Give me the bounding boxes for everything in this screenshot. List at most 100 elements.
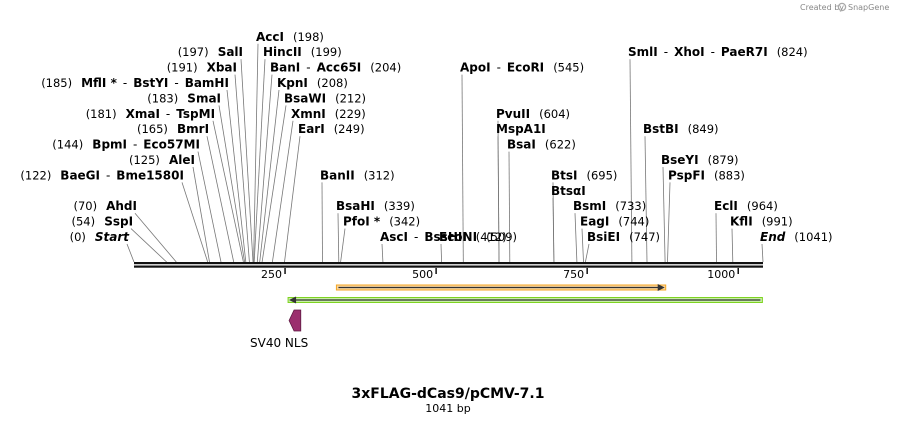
enzyme-name[interactable]: Acc65I [317, 61, 362, 75]
enzyme-name[interactable]: BsaWI [284, 91, 326, 105]
enzyme-name[interactable]: TspMI [176, 107, 215, 121]
site-label-604[interactable]: PvuII (604) [496, 107, 570, 121]
enzyme-name[interactable]: XmaI [126, 107, 160, 121]
site-label-695[interactable]: BtsI (695) [551, 168, 617, 182]
enzyme-name[interactable]: BanII [320, 168, 355, 182]
site-label-181[interactable]: (181) XmaI - TspMI [86, 107, 215, 121]
enzyme-name[interactable]: AscI [380, 230, 408, 244]
enzyme-name[interactable]: BsaI [507, 138, 536, 152]
enzyme-name[interactable]: AccI [256, 30, 284, 44]
site-label-824[interactable]: SmlI - XhoI - PaeR7I (824) [628, 45, 808, 59]
site-connector [440, 243, 442, 263]
enzyme-name[interactable]: HincII [263, 45, 302, 59]
site-label-122[interactable]: (122) BaeGI - Bme1580I [20, 168, 184, 182]
site-label-342[interactable]: PfoI * (342) [343, 215, 420, 229]
site-label-883[interactable]: PspFI (883) [668, 168, 745, 182]
site-label-991[interactable]: KflI (991) [730, 215, 793, 229]
site-label-733[interactable]: BsmI (733) [573, 199, 646, 213]
enzyme-name[interactable]: EclI [714, 199, 738, 213]
enzyme-name[interactable]: EarI [298, 122, 325, 136]
site-connector [256, 74, 273, 263]
enzyme-name[interactable]: KflI [730, 215, 753, 229]
sv40-nls-arrow-icon[interactable] [288, 309, 302, 332]
enzyme-name[interactable]: BpmI [92, 138, 127, 152]
site-label-199[interactable]: HincII (199) [263, 45, 342, 59]
enzyme-name[interactable]: XhoI [674, 45, 705, 59]
site-label-964[interactable]: EclI (964) [714, 199, 778, 213]
site-label-509[interactable]: EcoNI (509) [439, 230, 517, 244]
site-label-185[interactable]: (185) MflI * - BstYI - BamHI [41, 76, 229, 90]
site-connector [197, 151, 222, 263]
site-label-125[interactable]: (125) AleI [129, 153, 195, 167]
site-label-197[interactable]: (197) SalI [178, 45, 243, 59]
site-label-747[interactable]: BsiEI (747) [587, 230, 660, 244]
enzyme-name[interactable]: AleI [169, 153, 195, 167]
site-label-54[interactable]: (54) SspI [72, 215, 134, 229]
site-label-879[interactable]: BseYI (879) [661, 153, 739, 167]
site-label-695[interactable]: BtsαI [551, 184, 586, 198]
site-label-165[interactable]: (165) BmrI [137, 122, 209, 136]
enzyme-name[interactable]: XbaI [207, 61, 237, 75]
site-label-412[interactable]: AscI - BssHII (412) [380, 230, 507, 244]
site-label-849[interactable]: BstBI (849) [643, 122, 719, 136]
plasmid-name: 3xFLAG-dCas9/pCMV-7.1 [352, 386, 545, 402]
enzyme-name[interactable]: BsaHI [336, 199, 375, 213]
enzyme-name[interactable]: BtsI [551, 168, 578, 182]
enzyme-name[interactable]: BanI [270, 61, 300, 75]
enzyme-name[interactable]: PspFI [668, 168, 705, 182]
enzyme-name[interactable]: EcoNI [439, 230, 477, 244]
enzyme-name[interactable]: BmrI [177, 122, 209, 136]
site-label-183[interactable]: (183) SmaI [147, 91, 221, 105]
enzyme-name[interactable]: BstBI [643, 122, 679, 136]
enzyme-name[interactable]: BaeGI [60, 168, 100, 182]
site-label-249[interactable]: EarI (249) [298, 122, 365, 136]
enzyme-name[interactable]: SmaI [187, 91, 221, 105]
site-connector [259, 89, 280, 263]
site-connector [321, 182, 323, 263]
feature-orange[interactable] [335, 284, 667, 291]
enzyme-name[interactable]: ApoI [460, 61, 491, 75]
site-label-0[interactable]: (0) Start [70, 230, 131, 244]
site-label-622[interactable]: BsaI (622) [507, 138, 576, 152]
enzyme-name[interactable]: EagI [580, 215, 609, 229]
enzyme-name[interactable]: BseYI [661, 153, 699, 167]
site-position: (183) [147, 91, 178, 105]
enzyme-name[interactable]: BsiEI [587, 230, 620, 244]
enzyme-name[interactable]: MspA1I [496, 122, 546, 136]
enzyme-name[interactable]: BstYI [133, 76, 168, 90]
site-label-144[interactable]: (144) BpmI - Eco57MI [52, 138, 200, 152]
site-label-339[interactable]: BsaHI (339) [336, 199, 415, 213]
enzyme-name[interactable]: PvuII [496, 107, 530, 121]
site-label-70[interactable]: (70) AhdI [74, 199, 137, 213]
enzyme-name[interactable]: PaeR7I [721, 45, 768, 59]
enzyme-name[interactable]: PfoI * [343, 215, 381, 229]
site-label-312[interactable]: BanII (312) [320, 168, 395, 182]
enzyme-name[interactable]: Eco57MI [143, 138, 200, 152]
feature-green[interactable] [287, 296, 763, 304]
enzyme-name[interactable]: KpnI [277, 76, 308, 90]
site-label-191[interactable]: (191) XbaI [167, 61, 237, 75]
site-label-208[interactable]: KpnI (208) [277, 76, 348, 90]
enzyme-name[interactable]: BamHI [185, 76, 229, 90]
enzyme-name[interactable]: BssHII [424, 230, 466, 244]
enzyme-name[interactable]: XmnI [291, 107, 326, 121]
enzyme-name[interactable]: EcoRI [507, 61, 544, 75]
site-label-744[interactable]: EagI (744) [580, 215, 649, 229]
enzyme-name[interactable]: AhdI [106, 199, 137, 213]
enzyme-name[interactable]: SspI [104, 215, 133, 229]
enzyme-name[interactable]: Bme1580I [116, 168, 184, 182]
enzyme-name[interactable]: SalI [218, 45, 243, 59]
enzyme-name[interactable]: MflI * [81, 76, 117, 90]
site-label-204[interactable]: BanI - Acc65I (204) [270, 61, 401, 75]
feature-sv40-nls[interactable]: SV40 NLS [250, 309, 308, 350]
site-label-212[interactable]: BsaWI (212) [284, 91, 366, 105]
site-label-1041[interactable]: End (1041) [760, 230, 833, 244]
site-label-604[interactable]: MspA1I [496, 122, 546, 136]
enzyme-name[interactable]: SmlI [628, 45, 658, 59]
snapgene-credit: Created by SnapGene [800, 2, 889, 12]
enzyme-name[interactable]: BsmI [573, 199, 606, 213]
site-label-229[interactable]: XmnI (229) [291, 107, 366, 121]
site-label-545[interactable]: ApoI - EcoRI (545) [460, 61, 584, 75]
site-label-198[interactable]: AccI (198) [256, 30, 324, 44]
enzyme-name[interactable]: BtsαI [551, 184, 586, 198]
